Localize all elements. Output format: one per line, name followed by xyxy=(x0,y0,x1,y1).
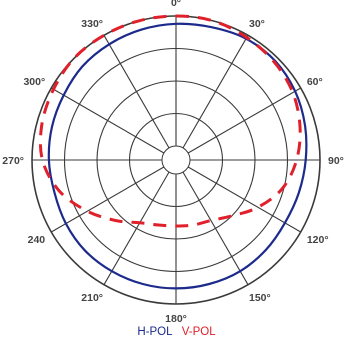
series-v-pol-line xyxy=(38,14,302,228)
grid-spoke xyxy=(103,171,170,285)
grid-spoke xyxy=(187,87,301,154)
angle-label-60: 60° xyxy=(307,76,323,88)
angle-label-150: 150° xyxy=(249,292,271,304)
angle-label-270: 270° xyxy=(2,155,24,167)
angle-label-30: 30° xyxy=(249,18,265,30)
angle-label-210: 210° xyxy=(81,292,103,304)
series-layer xyxy=(38,14,308,290)
grid-spoke xyxy=(103,35,170,149)
grid-spoke xyxy=(182,35,249,149)
angle-label-180: 180° xyxy=(165,313,187,325)
angle-label-0: 0° xyxy=(171,0,181,9)
angle-label-120: 120° xyxy=(307,234,329,246)
grid-spoke xyxy=(182,171,249,285)
angle-label-300: 300° xyxy=(23,76,45,88)
grid-spoke xyxy=(51,166,165,233)
angle-labels: 0° 30° 60° 90° 120° 150° 180° 210° 240 270° 300° 33… xyxy=(2,0,344,325)
legend: H-POL V-POL xyxy=(0,326,353,338)
series-h-pol-line xyxy=(47,22,308,290)
angle-label-240: 240 xyxy=(28,234,46,246)
grid-spoke xyxy=(51,87,165,154)
polar-grid xyxy=(31,15,321,305)
grid-ring-center xyxy=(161,145,191,175)
angle-label-90: 90° xyxy=(328,155,344,167)
grid-spoke xyxy=(187,166,301,233)
angle-label-330: 330° xyxy=(81,18,103,30)
legend-v-pol: V-POL xyxy=(181,326,216,338)
legend-h-pol: H-POL xyxy=(137,326,173,338)
